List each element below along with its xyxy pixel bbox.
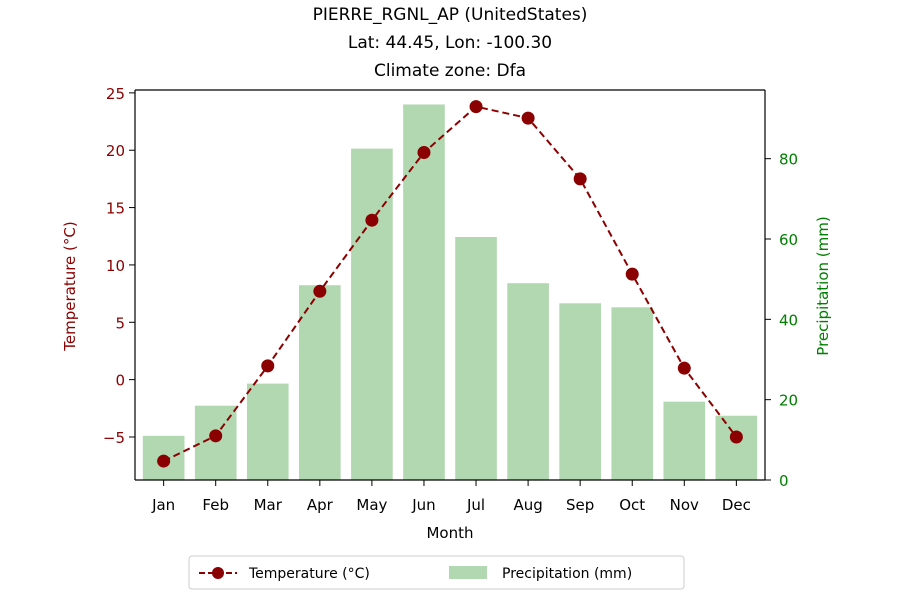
x-tick-label: Sep: [566, 496, 594, 514]
temperature-series-line: [163, 105, 738, 462]
x-tick-label: Dec: [722, 496, 751, 514]
x-tick-label: Jul: [466, 496, 485, 514]
temperature-point-dec: [729, 430, 743, 444]
precipitation-bar-dec: [715, 415, 758, 480]
left-y-axis: −5 0 5 10 15 20 25: [103, 85, 135, 447]
legend-precipitation-label: Precipitation (mm): [502, 566, 632, 582]
right-y-tick-label: 80: [779, 151, 798, 169]
right-y-tick-label: 0: [779, 472, 789, 490]
left-y-tick-label: 15: [106, 200, 125, 218]
right-y-tick-label: 40: [779, 311, 798, 329]
legend-precipitation-swatch: [449, 566, 487, 579]
x-tick-label: Oct: [619, 496, 645, 514]
legend: Temperature (°C) Precipitation (mm): [188, 555, 685, 590]
x-tick-label: Aug: [513, 496, 542, 514]
chart-title-line: Lat: 44.45, Lon: -100.30: [348, 33, 552, 53]
chart-title-line: PIERRE_RGNL_AP (UnitedStates): [313, 5, 588, 25]
left-y-tick-label: −5: [103, 429, 125, 447]
left-y-tick-label: 5: [115, 314, 125, 332]
left-y-axis-label: Temperature (°C): [61, 221, 79, 351]
x-tick-label: Mar: [254, 496, 283, 514]
legend-temperature-label: Temperature (°C): [248, 566, 370, 582]
precipitation-bars: [142, 104, 758, 481]
temperature-point-apr: [313, 284, 327, 298]
x-tick-label: Apr: [307, 496, 334, 514]
legend-temperature-swatch-marker: [212, 567, 224, 579]
temperature-line: [157, 100, 743, 468]
x-axis: Jan Feb Mar Apr May Jun Jul Aug Sep Oct Nov Dec: [151, 480, 751, 514]
temperature-point-aug: [521, 111, 535, 125]
axes: [134, 89, 766, 481]
temperature-point-mar: [261, 359, 275, 373]
chart-title-line: Climate zone: Dfa: [374, 61, 526, 81]
temperature-point-jul: [469, 100, 483, 114]
left-y-tick-label: 0: [115, 372, 125, 390]
x-tick-label: Jun: [411, 496, 435, 514]
precipitation-bar-aug: [507, 283, 549, 480]
temperature-point-jan: [157, 454, 171, 468]
precipitation-bar-sep: [559, 303, 601, 480]
left-y-tick-label: 20: [106, 142, 125, 160]
chart-title: PIERRE_RGNL_AP (UnitedStates) Lat: 44.45,…: [313, 5, 588, 81]
precipitation-bar-oct: [611, 307, 654, 480]
precipitation-bar-jul: [455, 237, 497, 480]
temperature-point-oct: [625, 267, 639, 281]
temperature-point-feb: [209, 429, 223, 443]
precipitation-bar-may: [351, 148, 393, 481]
right-y-axis: 0 20 40 60 80: [765, 151, 798, 490]
precipitation-bar-mar: [246, 383, 289, 480]
legend-frame: [188, 555, 685, 590]
x-tick-label: Nov: [670, 496, 699, 514]
temperature-point-nov: [677, 361, 691, 375]
precipitation-bar-apr: [299, 285, 341, 480]
temperature-point-jun: [417, 146, 431, 160]
precipitation-bar-nov: [663, 401, 706, 480]
x-axis-label: Month: [426, 524, 473, 542]
x-tick-label: May: [356, 496, 387, 514]
x-tick-label: Jan: [151, 496, 175, 514]
left-y-tick-label: 25: [106, 85, 125, 103]
temperature-point-may: [365, 213, 379, 227]
right-y-tick-label: 60: [779, 231, 798, 249]
right-y-tick-label: 20: [779, 392, 798, 410]
left-y-tick-label: 10: [106, 257, 125, 275]
precipitation-bar-jun: [403, 104, 445, 480]
x-tick-label: Feb: [202, 496, 229, 514]
right-y-axis-label: Precipitation (mm): [814, 216, 832, 355]
temperature-point-sep: [573, 172, 587, 186]
